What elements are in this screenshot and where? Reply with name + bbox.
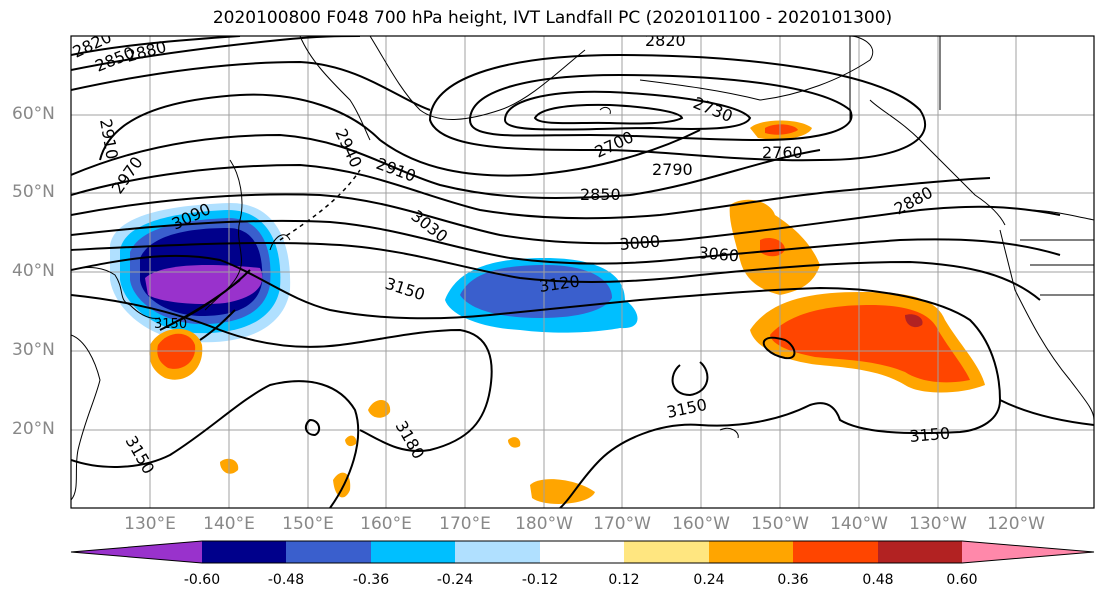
colorbar-tick: -0.36 — [352, 572, 390, 588]
colorbar-tick: 0.24 — [693, 572, 725, 588]
dashed-line — [279, 169, 361, 241]
colorbar-tick: 0.48 — [862, 572, 894, 588]
contour-label: 2910 — [96, 117, 122, 160]
lon-label: 130°E — [124, 514, 176, 534]
contour-label: 3060 — [698, 243, 740, 265]
lon-label: 170°W — [593, 514, 651, 534]
lon-label: 160°W — [672, 514, 730, 534]
lat-label: 30°N — [12, 340, 55, 360]
lon-label: 150°E — [282, 514, 334, 534]
lon-label: 160°E — [360, 514, 412, 534]
contour-label: 3150 — [909, 424, 951, 446]
height-contours — [71, 36, 1094, 508]
contour-label: 3150 — [122, 433, 159, 478]
lon-label: 140°E — [203, 514, 255, 534]
lon-label: 150°W — [751, 514, 809, 534]
map-title: 2020100800 F048 700 hPa height, IVT Land… — [212, 8, 893, 28]
lat-label: 40°N — [12, 261, 55, 281]
colorbar-tick: -0.60 — [183, 572, 221, 588]
colorbar-tick: 0.12 — [608, 572, 640, 588]
lon-label: 120°W — [987, 514, 1045, 534]
colorbar-tick: 0.36 — [777, 572, 809, 588]
contour-label: 2880 — [124, 37, 168, 66]
lon-label: 170°E — [439, 514, 491, 534]
positive-anomaly-japan — [149, 328, 203, 380]
lon-label: 140°W — [830, 514, 888, 534]
lon-label: 180°W — [515, 514, 573, 534]
colorbar-tick: 0.60 — [946, 572, 978, 588]
contour-label: 3180 — [392, 418, 429, 463]
contour-label: 3150 — [383, 274, 428, 305]
contour-label: 2820 — [645, 31, 686, 50]
lat-label: 50°N — [12, 182, 55, 202]
contour-label: 2790 — [652, 160, 693, 179]
positive-anomaly-east — [729, 120, 985, 393]
map-frame — [70, 35, 1095, 509]
lat-label: 20°N — [12, 419, 55, 439]
colorbar-tick: -0.12 — [521, 572, 559, 588]
contour-label: 2850 — [580, 185, 621, 204]
contour-label: 3150 — [665, 395, 709, 422]
contour-label: 2760 — [762, 143, 803, 162]
lat-label: 60°N — [12, 104, 55, 124]
contour-label: 2730 — [691, 93, 736, 126]
colorbar-tick: -0.24 — [436, 572, 474, 588]
contour-label: 2880 — [891, 183, 936, 219]
contour-label: 2940 — [331, 126, 365, 171]
colorbar-tick: -0.48 — [267, 572, 305, 588]
contour-label: 3150 — [154, 317, 187, 332]
lon-label: 130°W — [909, 514, 967, 534]
contour-label: 3000 — [619, 232, 661, 254]
